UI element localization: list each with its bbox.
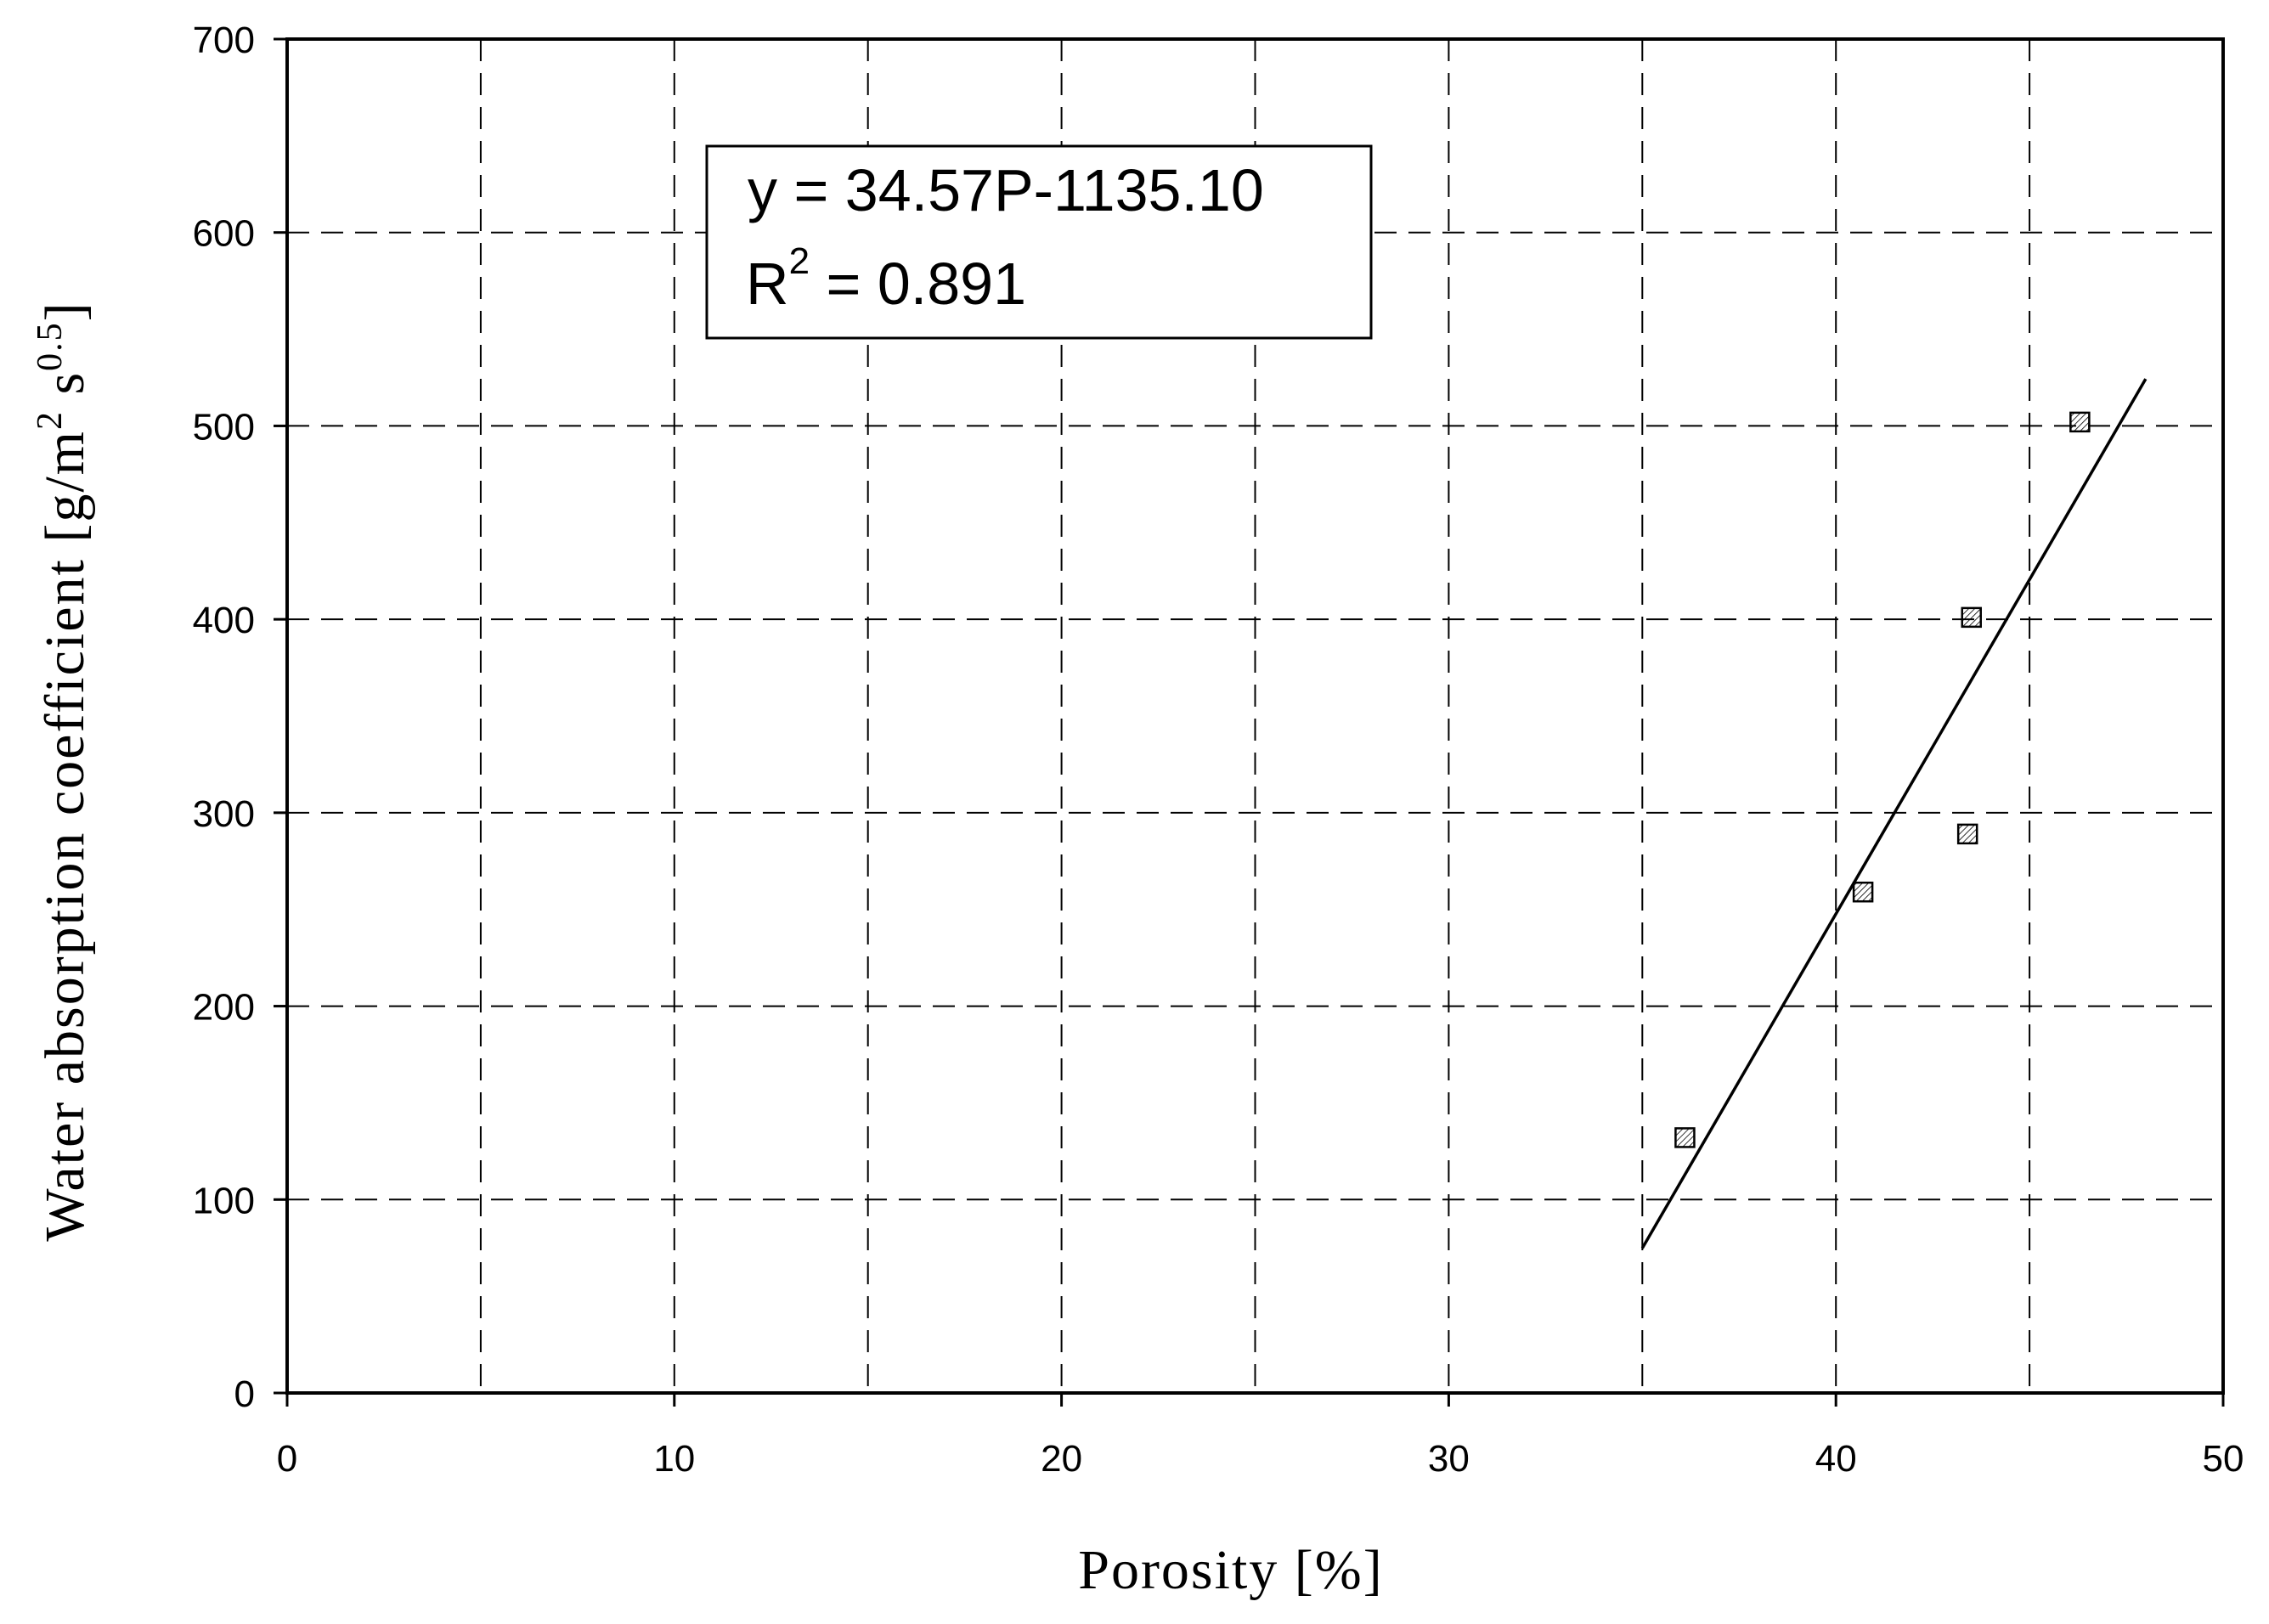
data-points <box>1674 411 2091 1148</box>
y-axis-title-mid: s <box>34 371 96 410</box>
x-tick-label: 0 <box>277 1438 297 1480</box>
y-tick-label: 600 <box>193 213 255 255</box>
r-squared-base: R <box>746 251 789 317</box>
y-tick-label: 100 <box>193 1180 255 1221</box>
plot-frame <box>285 37 2225 1395</box>
data-point <box>1956 823 1978 845</box>
y-tick-label: 700 <box>193 20 255 61</box>
x-axis-title: Porosity [%] <box>1078 1539 1383 1601</box>
y-axis-title-sup1: 2 <box>31 410 70 430</box>
y-tick-label: 200 <box>193 987 255 1029</box>
y-tick-label: 400 <box>193 600 255 641</box>
fit-line-group <box>1640 378 2148 1249</box>
equation-line-1: y = 34.57P-1135.10 <box>748 157 1264 223</box>
y-axis-title-end: ] <box>34 301 96 321</box>
r-squared-value: = 0.891 <box>810 251 1026 317</box>
x-tick-label: 40 <box>1815 1438 1857 1480</box>
r-squared-sup: 2 <box>789 240 810 282</box>
x-tick-label: 30 <box>1428 1438 1470 1480</box>
x-tick-label: 10 <box>653 1438 695 1480</box>
y-tick-label: 0 <box>234 1373 255 1415</box>
y-tick-label: 500 <box>193 406 255 448</box>
equation-box: y = 34.57P-1135.10 R2 = 0.891 <box>705 144 1373 340</box>
data-point <box>1674 1127 1696 1148</box>
data-point <box>1961 606 1982 629</box>
equation-line-2: R2 = 0.891 <box>746 240 1026 317</box>
data-point <box>2069 411 2091 433</box>
data-point <box>1852 881 1874 903</box>
y-axis-title-sup2: 0.5 <box>31 321 70 371</box>
x-tick-label: 20 <box>1041 1438 1082 1480</box>
equation-frame <box>705 144 1373 340</box>
y-axis-title: Water absorption coefficient [g/m2 s0.5] <box>31 301 96 1241</box>
x-tick-label: 50 <box>2203 1438 2244 1480</box>
y-axis-title-main: Water absorption coefficient [g/m <box>34 430 96 1242</box>
fit-line <box>1640 378 2148 1249</box>
y-tick-label: 300 <box>193 793 255 835</box>
